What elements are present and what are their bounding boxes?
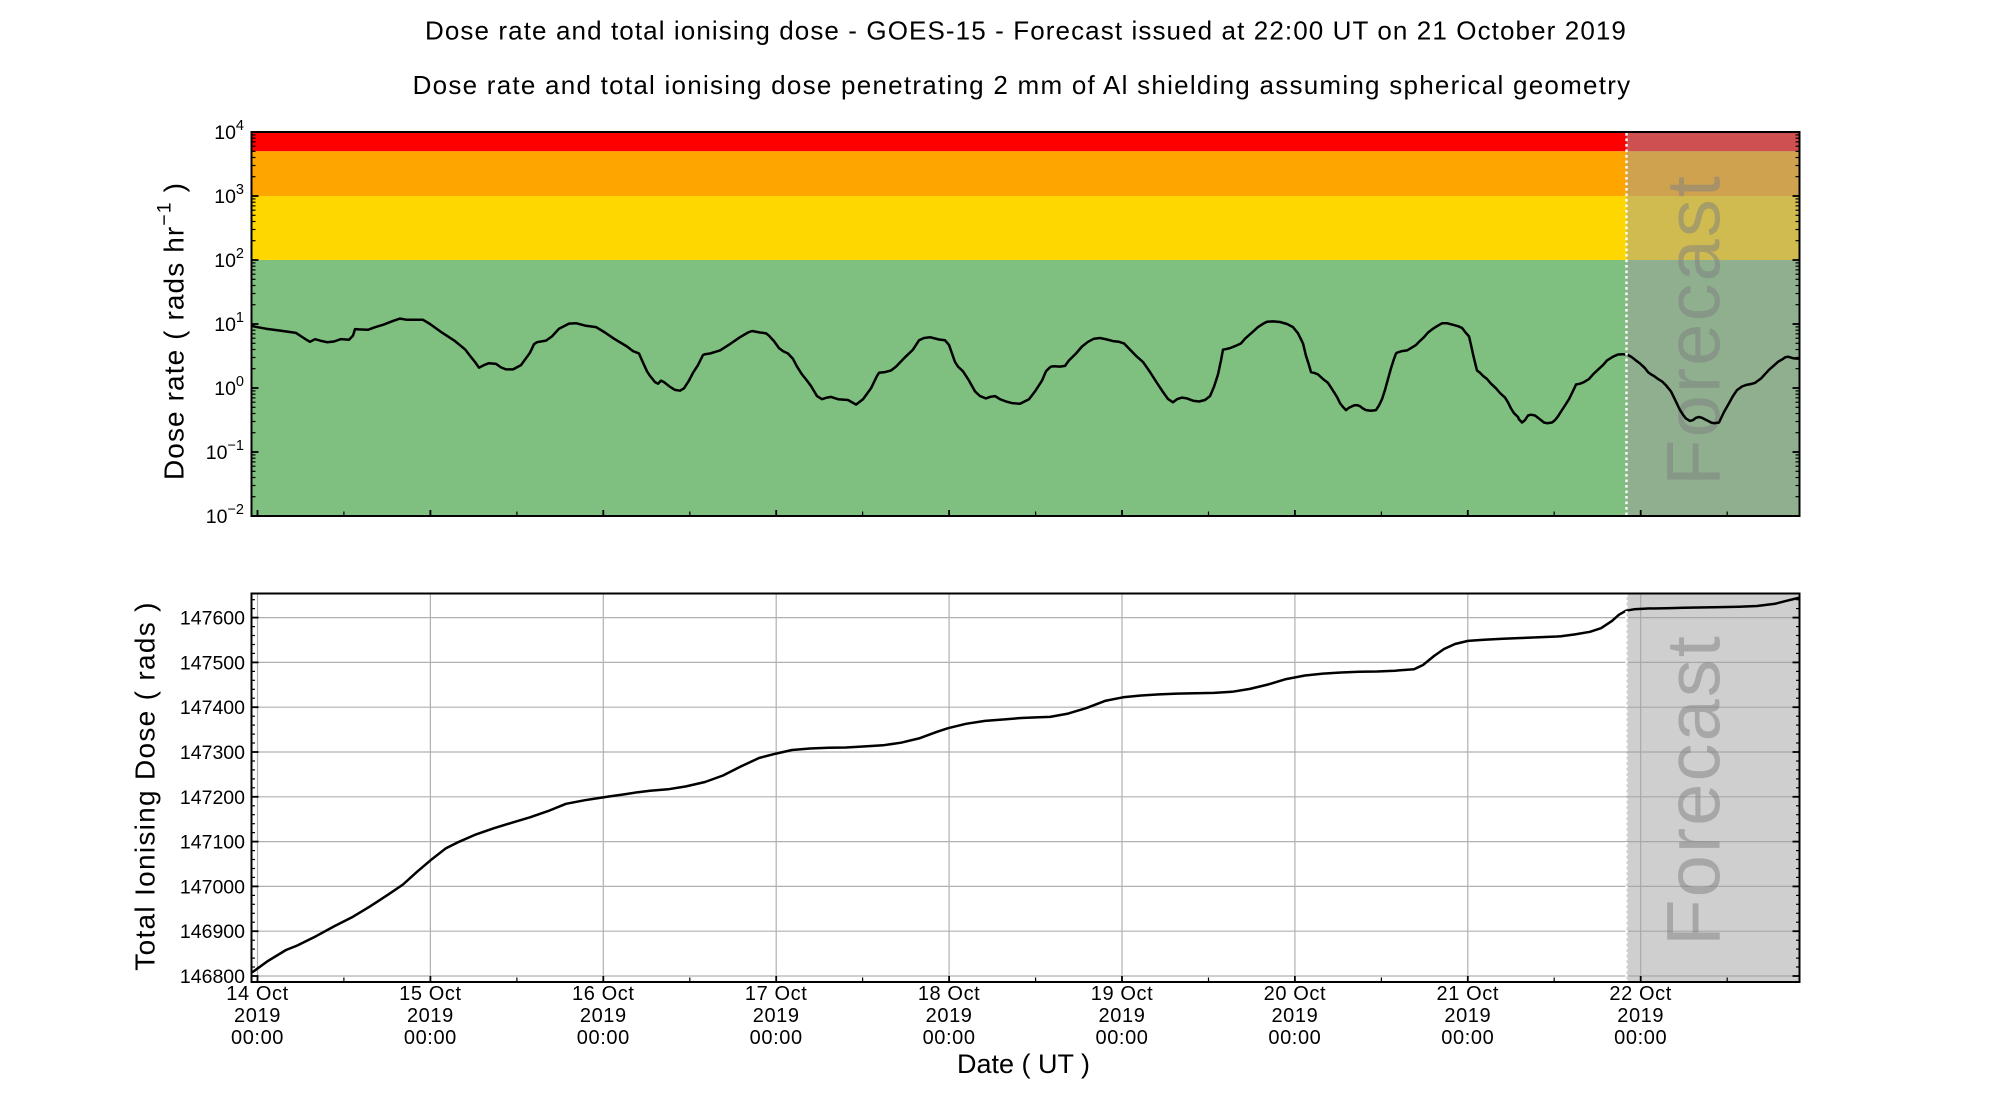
- svg-text:147200: 147200: [180, 787, 245, 809]
- svg-text:Dose rate and total ionising d: Dose rate and total ionising dose penetr…: [413, 70, 1632, 100]
- svg-text:00:00: 00:00: [1614, 1027, 1667, 1049]
- svg-text:Total Ionising Dose ( rads ): Total Ionising Dose ( rads ): [130, 601, 161, 970]
- svg-text:Date ( UT ): Date ( UT ): [957, 1049, 1090, 1079]
- svg-text:00:00: 00:00: [404, 1027, 457, 1049]
- svg-text:Dose rate ( rads hr−1 ): Dose rate ( rads hr−1 ): [154, 182, 190, 480]
- svg-text:00:00: 00:00: [1441, 1027, 1494, 1049]
- svg-text:Dose rate and total ionising d: Dose rate and total ionising dose - GOES…: [425, 16, 1627, 46]
- svg-text:2019: 2019: [753, 1005, 800, 1027]
- svg-text:17 Oct: 17 Oct: [745, 983, 808, 1005]
- svg-text:14 Oct: 14 Oct: [226, 983, 289, 1005]
- svg-text:20 Oct: 20 Oct: [1264, 983, 1327, 1005]
- svg-text:2019: 2019: [1617, 1005, 1664, 1027]
- svg-text:Forecast: Forecast: [1652, 174, 1737, 486]
- svg-text:2019: 2019: [407, 1005, 454, 1027]
- svg-text:2019: 2019: [1444, 1005, 1491, 1027]
- svg-text:146900: 146900: [180, 921, 245, 943]
- svg-text:22 Oct: 22 Oct: [1609, 983, 1672, 1005]
- svg-text:2019: 2019: [234, 1005, 281, 1027]
- svg-text:147300: 147300: [180, 742, 245, 764]
- svg-text:2019: 2019: [926, 1005, 973, 1027]
- svg-text:147400: 147400: [180, 697, 245, 719]
- svg-text:147000: 147000: [180, 876, 245, 898]
- svg-text:00:00: 00:00: [923, 1027, 976, 1049]
- svg-text:103: 103: [214, 182, 244, 208]
- svg-text:146800: 146800: [180, 966, 245, 988]
- svg-text:18 Oct: 18 Oct: [918, 983, 981, 1005]
- svg-text:00:00: 00:00: [1095, 1027, 1148, 1049]
- svg-text:147500: 147500: [180, 652, 245, 674]
- svg-text:00:00: 00:00: [231, 1027, 284, 1049]
- svg-text:00:00: 00:00: [577, 1027, 630, 1049]
- svg-text:16 Oct: 16 Oct: [572, 983, 635, 1005]
- svg-text:147600: 147600: [180, 608, 245, 630]
- svg-text:15 Oct: 15 Oct: [399, 983, 462, 1005]
- svg-text:10−1: 10−1: [206, 438, 244, 464]
- svg-text:147100: 147100: [180, 832, 245, 854]
- svg-text:00:00: 00:00: [750, 1027, 803, 1049]
- svg-text:2019: 2019: [1271, 1005, 1318, 1027]
- svg-text:19 Oct: 19 Oct: [1091, 983, 1154, 1005]
- svg-text:Forecast: Forecast: [1652, 634, 1737, 946]
- svg-text:21 Oct: 21 Oct: [1437, 983, 1500, 1005]
- svg-text:2019: 2019: [1099, 1005, 1146, 1027]
- svg-text:00:00: 00:00: [1268, 1027, 1321, 1049]
- svg-text:2019: 2019: [580, 1005, 627, 1027]
